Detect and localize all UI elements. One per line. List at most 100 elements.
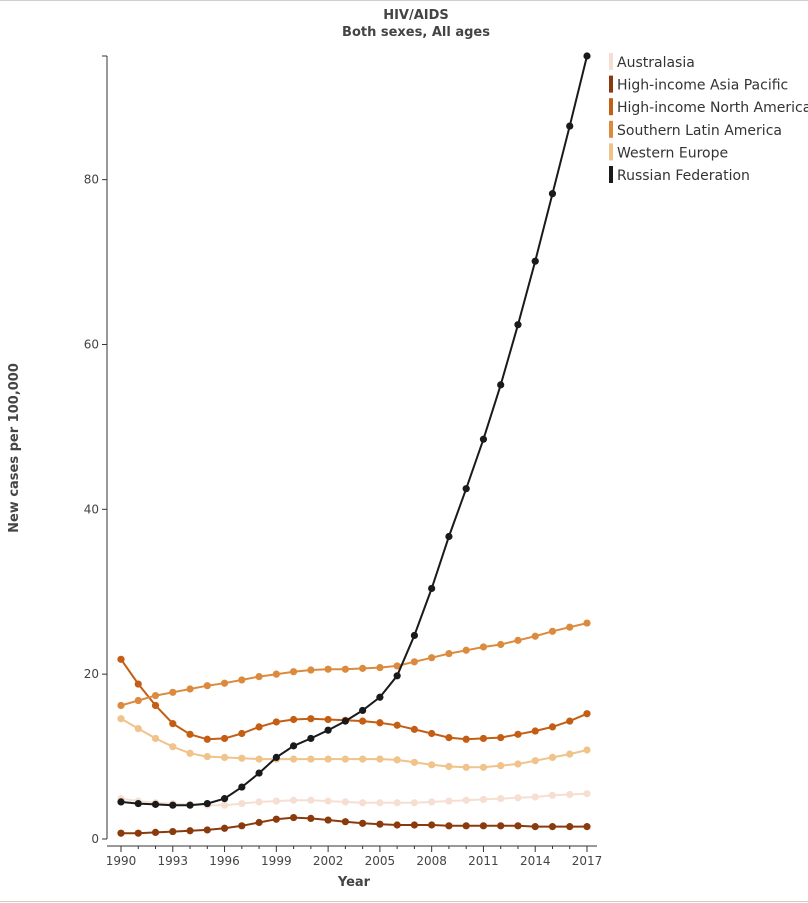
data-point[interactable] <box>272 753 280 762</box>
data-point[interactable] <box>428 654 436 662</box>
data-point[interactable] <box>307 755 315 763</box>
data-point[interactable] <box>376 719 384 727</box>
data-point[interactable] <box>289 715 298 724</box>
data-point[interactable] <box>134 724 142 733</box>
data-point[interactable] <box>445 734 453 742</box>
data-point[interactable] <box>497 381 505 389</box>
data-point[interactable] <box>428 729 436 738</box>
data-point[interactable] <box>134 680 142 688</box>
data-point[interactable] <box>238 822 246 830</box>
data-point[interactable] <box>272 718 280 726</box>
data-point[interactable] <box>566 750 574 758</box>
data-point[interactable] <box>359 755 367 763</box>
data-point[interactable] <box>497 734 505 742</box>
data-point[interactable] <box>462 822 470 830</box>
data-point[interactable] <box>255 798 263 806</box>
data-point[interactable] <box>255 673 263 681</box>
data-point[interactable] <box>359 819 367 827</box>
data-point[interactable] <box>514 794 522 802</box>
data-point[interactable] <box>479 763 488 771</box>
data-point[interactable] <box>203 735 211 743</box>
data-point[interactable] <box>117 715 125 723</box>
data-point[interactable] <box>566 790 574 799</box>
data-point[interactable] <box>548 190 557 198</box>
data-point[interactable] <box>393 721 401 729</box>
data-point[interactable] <box>531 757 539 765</box>
data-point[interactable] <box>531 257 539 265</box>
data-point[interactable] <box>220 734 229 743</box>
data-point[interactable] <box>324 726 332 734</box>
data-point[interactable] <box>151 691 160 700</box>
data-point[interactable] <box>169 743 177 751</box>
data-point[interactable] <box>376 799 384 807</box>
data-point[interactable] <box>238 729 246 738</box>
data-point[interactable] <box>169 827 177 836</box>
data-point[interactable] <box>548 753 557 762</box>
data-point[interactable] <box>531 727 539 735</box>
data-point[interactable] <box>393 821 401 829</box>
data-point[interactable] <box>462 485 470 493</box>
data-point[interactable] <box>272 670 280 678</box>
data-point[interactable] <box>307 734 315 743</box>
data-point[interactable] <box>376 663 384 672</box>
data-point[interactable] <box>428 821 436 829</box>
data-point[interactable] <box>410 725 419 733</box>
data-point[interactable] <box>134 799 142 808</box>
data-point[interactable] <box>324 816 332 824</box>
data-point[interactable] <box>117 701 125 710</box>
data-point[interactable] <box>514 321 522 329</box>
data-point[interactable] <box>462 646 470 654</box>
data-point[interactable] <box>169 688 177 696</box>
data-point[interactable] <box>220 801 229 809</box>
data-point[interactable] <box>203 826 211 834</box>
data-point[interactable] <box>462 763 470 771</box>
data-point[interactable] <box>479 822 488 830</box>
data-point[interactable] <box>341 755 349 763</box>
data-point[interactable] <box>514 636 522 644</box>
data-point[interactable] <box>548 723 557 731</box>
data-point[interactable] <box>548 823 557 831</box>
data-point[interactable] <box>514 822 522 830</box>
data-point[interactable] <box>376 755 384 763</box>
data-point[interactable] <box>514 760 522 768</box>
data-point[interactable] <box>341 818 349 826</box>
data-point[interactable] <box>117 655 125 663</box>
data-point[interactable] <box>238 783 246 791</box>
data-point[interactable] <box>324 755 332 763</box>
data-point[interactable] <box>428 798 436 806</box>
data-point[interactable] <box>410 631 419 640</box>
data-point[interactable] <box>307 666 315 674</box>
data-point[interactable] <box>497 822 505 830</box>
data-point[interactable] <box>289 668 298 676</box>
data-point[interactable] <box>428 761 436 769</box>
data-point[interactable] <box>289 755 298 763</box>
data-point[interactable] <box>169 720 177 728</box>
data-point[interactable] <box>186 801 194 809</box>
data-point[interactable] <box>445 822 453 830</box>
legend-item[interactable]: Western Europe <box>609 143 728 161</box>
data-point[interactable] <box>186 749 194 757</box>
data-point[interactable] <box>566 717 574 725</box>
data-point[interactable] <box>307 796 315 804</box>
data-point[interactable] <box>151 701 160 710</box>
data-point[interactable] <box>410 821 419 829</box>
data-point[interactable] <box>531 632 539 640</box>
legend-item[interactable]: High-income Asia Pacific <box>609 75 788 94</box>
data-point[interactable] <box>359 717 367 725</box>
legend-item[interactable]: Russian Federation <box>609 166 750 184</box>
data-point[interactable] <box>583 746 591 754</box>
data-point[interactable] <box>220 795 229 803</box>
data-point[interactable] <box>238 754 246 762</box>
data-point[interactable] <box>548 627 557 635</box>
data-point[interactable] <box>479 795 488 804</box>
data-point[interactable] <box>238 676 246 684</box>
data-point[interactable] <box>134 696 142 705</box>
data-point[interactable] <box>583 790 591 798</box>
legend-item[interactable]: Australasia <box>609 53 695 71</box>
data-point[interactable] <box>151 800 160 808</box>
data-point[interactable] <box>583 52 591 60</box>
data-point[interactable] <box>359 799 367 807</box>
data-point[interactable] <box>514 730 522 738</box>
data-point[interactable] <box>531 793 539 801</box>
data-point[interactable] <box>445 762 453 771</box>
